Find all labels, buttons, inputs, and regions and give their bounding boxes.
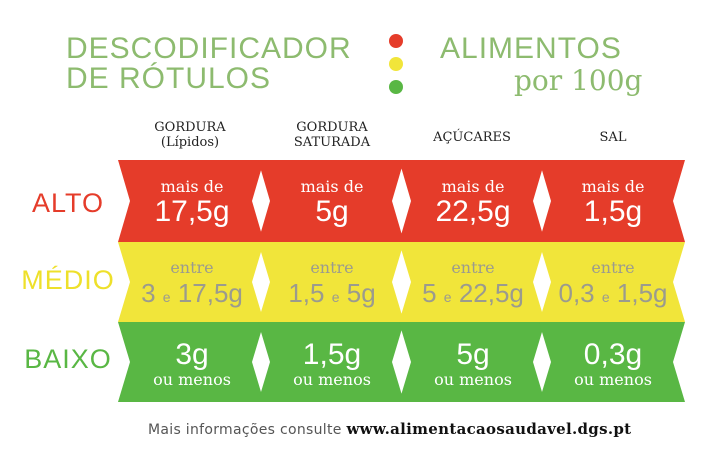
footer-url[interactable]: www.alimentacaosaudavel.dgs.pt [346,420,632,438]
column-header-line1: AÇÚCARES [433,130,511,145]
column-header-line1: GORDURA [296,120,368,135]
row-label-baixo: BAIXO [24,344,112,374]
baixo-cell-shape [539,322,685,402]
row-label-medio: MÉDIO [21,265,115,295]
column-header-acucares: AÇÚCARES [412,130,532,145]
alto-cell-top: mais de [300,177,364,196]
medio-cell-top: entre [310,258,354,277]
alto-cell-shape [539,160,685,242]
baixo-cell-shape [258,322,404,402]
footer-text: Mais informações consulte [148,422,342,438]
alto-cell-value: 17,5g [154,195,230,228]
medio-cell-acucares: entre 5 e 22,5g [408,259,538,313]
alto-cell-acucares: mais de 22,5g [408,178,538,228]
alto-cell-shape [399,160,545,242]
baixo-cell-value: 3g [175,338,209,371]
medio-cell-gordura-saturada: entre 1,5 e 5g [267,259,397,313]
medio-cell-from: 3 [141,278,156,308]
medio-cell-to: 5g [346,278,376,308]
baixo-cell-bottom: ou menos [574,370,652,389]
medio-cell-from: 1,5 [288,278,325,308]
column-header-line1: SAL [599,130,627,145]
medio-cell-and: e [331,289,340,305]
column-header-sal: SAL [553,130,673,145]
row-label-alto: ALTO [31,188,105,218]
medio-cell-to: 17,5g [177,278,243,308]
medio-cell-sal: entre 0,3 e 1,5g [548,259,678,313]
medio-cell-and: e [601,289,610,305]
baixo-cell-value: 1,5g [302,338,362,371]
medio-cell-to: 1,5g [616,278,668,308]
alto-cell-value: 22,5g [435,195,511,228]
medio-cell-shape [399,242,545,322]
alto-cell-value: 5g [315,195,349,228]
alto-cell-value: 1,5g [583,195,643,228]
baixo-cell-gordura-saturada: 1,5g ou menos [267,339,397,389]
column-header-gordura: GORDURA (Lípidos) [130,120,250,150]
baixo-cell-value: 0,3g [583,338,643,371]
baixo-cell-value: 5g [456,338,490,371]
baixo-cell-bottom: ou menos [293,370,371,389]
alto-cell-gordura-saturada: mais de 5g [267,178,397,228]
alto-cell-sal: mais de 1,5g [548,178,678,228]
footer: Mais informações consulte www.alimentaca… [148,420,631,438]
alto-cell-shape [258,160,404,242]
medio-cell-from: 0,3 [558,278,595,308]
baixo-cell-bottom: ou menos [153,370,231,389]
green-dot-icon [389,80,403,94]
medio-cell-top: entre [591,258,635,277]
column-header-line2: (Lípidos) [160,135,220,150]
baixo-cell-shape [118,322,264,402]
medio-cell-top: entre [170,258,214,277]
subtitle-line-1: ALIMENTOS [440,32,622,65]
column-header-line1: GORDURA [154,120,226,135]
alto-cell-shape [118,160,264,242]
column-header-gordura-saturada: GORDURA SATURADA [272,120,392,150]
title-line-1: DESCODIFICADOR [66,32,352,65]
alto-cell-top: mais de [160,177,224,196]
medio-cell-and: e [162,289,171,305]
baixo-cell-sal: 0,3g ou menos [548,339,678,389]
baixo-cell-shape [399,322,545,402]
alto-cell-top: mais de [581,177,645,196]
medio-cell-and: e [443,289,452,305]
baixo-cell-acucares: 5g ou menos [408,339,538,389]
medio-cell-shape [539,242,685,322]
title-line-2: DE RÓTULOS [66,62,272,95]
medio-cell-top: entre [451,258,495,277]
baixo-cell-gordura: 3g ou menos [127,339,257,389]
alto-cell-gordura: mais de 17,5g [127,178,257,228]
alto-cell-top: mais de [441,177,505,196]
medio-cell-from: 5 [422,278,437,308]
baixo-cell-bottom: ou menos [434,370,512,389]
yellow-dot-icon [389,57,403,71]
red-dot-icon [389,34,403,48]
medio-cell-to: 22,5g [458,278,524,308]
column-header-line2: SATURADA [293,135,371,150]
medio-cell-shape [258,242,404,322]
medio-cell-shape [118,242,264,322]
subtitle-line-2: por 100g [514,64,643,97]
medio-cell-gordura: entre 3 e 17,5g [127,259,257,313]
